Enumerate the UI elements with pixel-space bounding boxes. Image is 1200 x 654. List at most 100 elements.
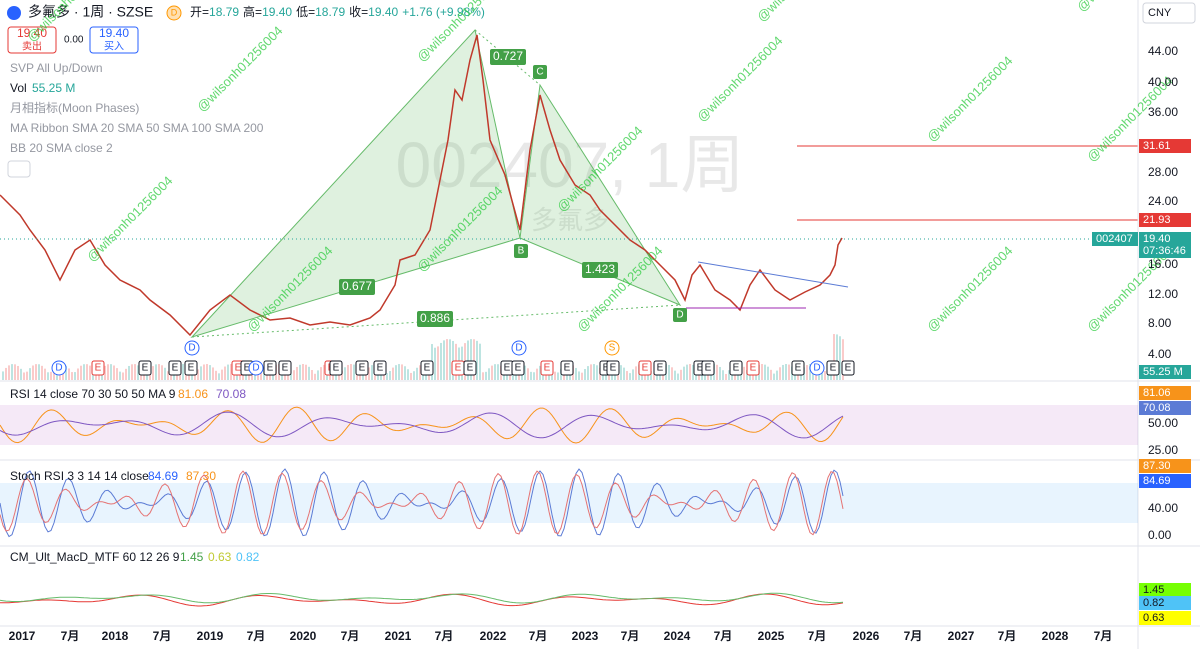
- event-letter: E: [544, 363, 551, 374]
- volume-bar: [824, 370, 826, 380]
- volume-bar: [164, 367, 166, 380]
- volume-bar: [557, 372, 559, 380]
- volume-bar: [371, 365, 373, 380]
- macd-tag-bg: [1139, 596, 1191, 610]
- event-marker: [511, 360, 525, 376]
- x-axis-label: 7月: [153, 629, 172, 643]
- volume-bar: [230, 364, 232, 380]
- volume-bar: [131, 364, 133, 380]
- volume-bar: [716, 364, 718, 380]
- event-letter: E: [95, 363, 102, 374]
- stoch-label: Stoch RSI 3 3 14 14 close: [10, 469, 149, 483]
- rsi-axis: 25.00: [1148, 443, 1178, 457]
- volume-bar: [89, 365, 91, 380]
- event-letter: E: [642, 363, 649, 374]
- volume-bar: [311, 370, 313, 380]
- macd-tag-bg: [1139, 583, 1191, 597]
- event-letter: E: [377, 363, 384, 374]
- indicator-line: [0, 411, 844, 439]
- watermark-user: @wilsonh01256004: [694, 33, 786, 125]
- event-marker: [168, 360, 182, 376]
- volume-bar: [212, 367, 214, 380]
- volume-bar: [227, 364, 229, 380]
- price-axis-label: 44.00: [1148, 44, 1178, 58]
- volume-bar: [743, 366, 745, 380]
- volume-bar: [137, 365, 139, 380]
- pattern-ratio-bg: [339, 279, 375, 295]
- x-axis-label: 7月: [341, 629, 360, 643]
- volume-bar: [479, 343, 481, 380]
- x-axis-label: 7月: [808, 629, 827, 643]
- event-marker: [184, 340, 200, 356]
- indicator-line: [0, 593, 844, 607]
- price-axis-label: 36.00: [1148, 105, 1178, 119]
- volume-bar: [119, 371, 121, 380]
- volume-bar: [410, 372, 412, 380]
- volume-bar: [8, 365, 10, 380]
- volume-bar: [134, 364, 136, 380]
- event-marker: [248, 360, 264, 376]
- volume-bar: [368, 367, 370, 380]
- volume-bar: [158, 364, 160, 380]
- volume-bar: [446, 339, 448, 380]
- volume-bar: [668, 364, 670, 380]
- volume-bar: [386, 373, 388, 380]
- price-axis-label: 40.00: [1148, 75, 1178, 89]
- rsi-tag: 81.06: [1143, 387, 1171, 399]
- event-marker: [606, 360, 620, 376]
- volume-bar: [683, 366, 685, 380]
- stoch-value: 87.30: [186, 469, 216, 483]
- volume-bar: [116, 368, 118, 380]
- x-axis-label: 2020: [290, 629, 317, 643]
- currency: CNY: [1148, 7, 1172, 19]
- volume-bar: [476, 340, 478, 380]
- price-tag-bg: [1139, 139, 1191, 153]
- volume-bar: [470, 339, 472, 380]
- macd-tag: 1.45: [1143, 584, 1164, 596]
- sell-button[interactable]: [7, 26, 57, 54]
- price-tag-bg: [1139, 213, 1191, 227]
- volume-bar: [317, 370, 319, 380]
- pattern-ratio: 0.727: [493, 49, 523, 63]
- volume-bar: [797, 373, 799, 380]
- buy-button[interactable]: [89, 26, 139, 54]
- rsi-label: RSI 14 close 70 30 50 50 MA 9: [10, 387, 176, 401]
- event-marker: [420, 360, 434, 376]
- volume-label: Vol: [10, 81, 27, 95]
- volume-bar: [362, 373, 364, 380]
- event-letter: D: [252, 363, 259, 374]
- volume-bar: [167, 371, 169, 380]
- rsi-axis: 50.00: [1148, 416, 1178, 430]
- volume-bar: [182, 364, 184, 380]
- volume-bar: [491, 365, 493, 380]
- event-marker: [373, 360, 387, 376]
- indicator-line: [0, 592, 844, 604]
- volume-bar: [767, 366, 769, 380]
- spread: 0.00: [64, 35, 84, 46]
- currency-button[interactable]: [1142, 2, 1196, 24]
- event-letter: E: [235, 363, 242, 374]
- watermark-name: 多氟多: [531, 205, 609, 235]
- x-axis-label: 7月: [1094, 629, 1113, 643]
- event-marker: [746, 360, 760, 376]
- volume-bar: [584, 369, 586, 380]
- volume-bar: [314, 373, 316, 380]
- x-axis-label: 2024: [664, 629, 691, 643]
- volume-bar: [680, 369, 682, 380]
- pattern-ac: [474, 29, 541, 86]
- volume-bar: [104, 365, 106, 380]
- volume-bar: [809, 364, 811, 380]
- event-letter: E: [188, 363, 195, 374]
- volume-bar: [398, 364, 400, 380]
- x-axis-label: 7月: [529, 629, 548, 643]
- volume-bar: [197, 369, 199, 380]
- event-marker: [51, 360, 67, 376]
- badge: D: [171, 7, 178, 17]
- event-letter: E: [333, 363, 340, 374]
- collapse-button[interactable]: [7, 160, 31, 178]
- volume-bar: [635, 366, 637, 380]
- volume-bar: [536, 368, 538, 380]
- volume-bar: [539, 365, 541, 380]
- volume-bar: [80, 365, 82, 380]
- volume-bar: [47, 372, 49, 380]
